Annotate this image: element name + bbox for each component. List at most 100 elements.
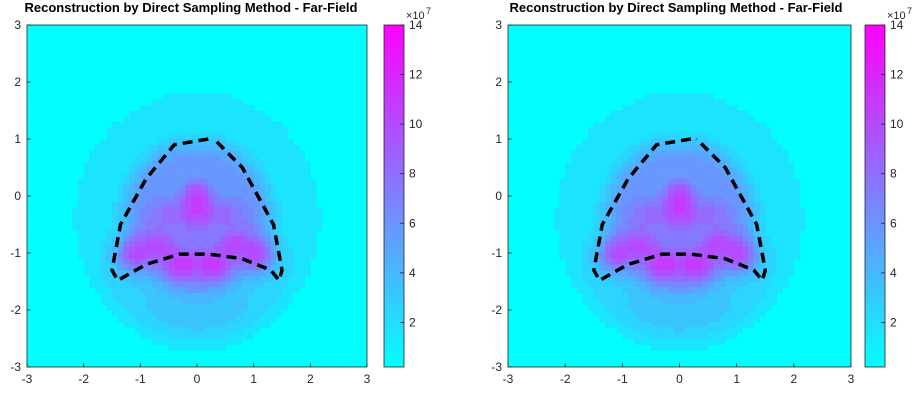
- heatmap-cell: [112, 235, 119, 243]
- colorbar-exponent-label: ×10: [887, 10, 906, 22]
- heatmap-cell: [713, 292, 721, 300]
- heatmap-cell: [191, 241, 198, 248]
- heatmap-cell: [140, 104, 147, 111]
- heatmap-cell: [225, 281, 232, 288]
- heatmap-cell: [679, 196, 686, 203]
- boundary-curve: [110, 137, 284, 283]
- heatmap-cell: [174, 201, 181, 208]
- heatmap-plot-left: Reconstruction by Direct Sampling Method…: [10, 0, 431, 386]
- heatmap-cell: [219, 184, 226, 191]
- heatmap-cell: [713, 104, 721, 111]
- heatmap-cell: [168, 304, 175, 311]
- heatmap-cell: [593, 207, 600, 214]
- heatmap-cell: [696, 321, 703, 328]
- heatmap-cell: [690, 121, 698, 129]
- heatmap-cell: [219, 93, 226, 100]
- heatmap-cell: [616, 110, 623, 117]
- heatmap-cell: [719, 184, 726, 191]
- heatmap-cell: [185, 207, 192, 214]
- heatmap-cell: [208, 298, 215, 305]
- heatmap-cell: [185, 258, 192, 265]
- heatmap-cell: [168, 121, 175, 129]
- heatmap-cell: [276, 298, 283, 305]
- heatmap-cell: [134, 230, 141, 237]
- heatmap-cell: [639, 315, 646, 322]
- heatmap-cell: [259, 110, 266, 117]
- heatmap-cell: [616, 201, 623, 208]
- heatmap-cell: [610, 178, 618, 186]
- heatmap-cell: [106, 173, 113, 180]
- heatmap-cell: [628, 321, 635, 328]
- heatmap-cell: [180, 338, 187, 345]
- heatmap-cell: [253, 218, 260, 225]
- heatmap-cell: [582, 139, 589, 146]
- heatmap-cell: [185, 298, 192, 305]
- heatmap-cell: [576, 287, 583, 294]
- heatmap-cell: [628, 292, 635, 300]
- heatmap-cell: [225, 247, 232, 254]
- heatmap-cell: [782, 281, 789, 288]
- heatmap-cell: [588, 281, 595, 288]
- heatmap-cell: [168, 104, 175, 111]
- heatmap-cell: [650, 207, 658, 214]
- heatmap-cell: [662, 327, 669, 334]
- heatmap-cell: [106, 156, 113, 163]
- heatmap-cell: [639, 196, 646, 203]
- heatmap-cell: [225, 196, 232, 203]
- heatmap-cell: [140, 310, 147, 317]
- heatmap-cell: [736, 275, 743, 282]
- heatmap-cell: [134, 184, 141, 191]
- heatmap-cell: [662, 196, 669, 203]
- heatmap-cell: [582, 224, 589, 231]
- heatmap-cell: [208, 344, 215, 351]
- heatmap-cell: [725, 247, 732, 254]
- heatmap-cell: [765, 270, 772, 277]
- heatmap-cell: [157, 253, 164, 260]
- heatmap-cell: [117, 144, 124, 151]
- heatmap-cell: [730, 150, 738, 157]
- heatmap-cell: [112, 281, 119, 288]
- heatmap-cell: [668, 104, 675, 111]
- heatmap-cell: [753, 144, 761, 151]
- heatmap-cell: [168, 292, 175, 300]
- heatmap-cell: [599, 161, 606, 168]
- heatmap-cell: [174, 167, 181, 174]
- heatmap-cell: [310, 247, 317, 254]
- heatmap-cell: [702, 127, 709, 134]
- colorbar: [864, 24, 886, 368]
- heatmap-cell: [168, 133, 175, 140]
- heatmap-cell: [610, 235, 618, 243]
- heatmap-cell: [163, 156, 170, 163]
- heatmap-cell: [163, 207, 170, 214]
- heatmap-cell: [730, 116, 738, 123]
- heatmap-cell: [185, 104, 192, 111]
- heatmap-cell: [765, 139, 772, 146]
- heatmap-cell: [662, 133, 669, 140]
- heatmap-cell: [112, 133, 119, 140]
- heatmap-cell: [748, 161, 755, 168]
- heatmap-cell: [146, 264, 153, 271]
- heatmap-cell: [253, 270, 260, 277]
- heatmap-cell: [662, 344, 669, 351]
- heatmap-cell: [265, 144, 272, 151]
- heatmap-cell: [593, 247, 600, 254]
- heatmap-cell: [719, 121, 726, 129]
- heatmap-cell: [582, 281, 589, 288]
- heatmap-cell: [702, 321, 709, 328]
- heatmap-cell: [668, 116, 675, 123]
- heatmap-cell: [702, 275, 709, 282]
- heatmap-cell: [304, 235, 311, 243]
- heatmap-cell: [168, 116, 175, 123]
- heatmap-cell: [668, 310, 675, 317]
- heatmap-cell: [219, 247, 226, 254]
- heatmap-cell: [736, 150, 743, 157]
- heatmap-cell: [129, 292, 136, 300]
- heatmap-cell: [134, 270, 141, 277]
- heatmap-cell: [668, 167, 675, 174]
- heatmap-cell: [174, 270, 181, 277]
- heatmap-cell: [95, 264, 102, 271]
- heatmap-cell: [788, 161, 795, 168]
- heatmap-cell: [202, 144, 209, 151]
- heatmap-cell: [570, 207, 578, 214]
- heatmap-cell: [770, 298, 778, 305]
